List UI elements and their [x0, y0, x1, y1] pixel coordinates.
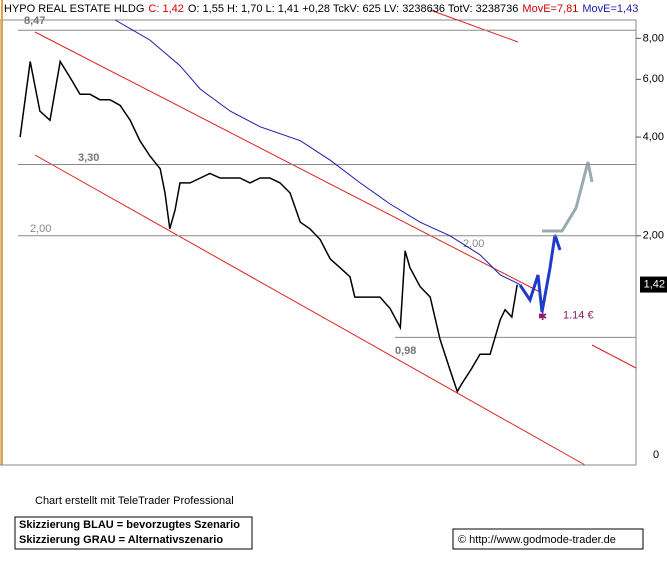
short-trend [429, 9, 519, 43]
header-item: MovE=7,81 [522, 3, 578, 15]
header-item: MovE=1,43 [582, 3, 638, 15]
target-point [539, 313, 543, 318]
channel-upper [34, 31, 541, 293]
plot-frame [0, 19, 637, 466]
channel-lower [34, 154, 586, 466]
price-line [19, 59, 518, 394]
y-bottom-label: 0 [653, 449, 659, 461]
copyright: © http://www.godmode-trader.de [458, 534, 616, 546]
legend-blue: Skizzierung BLAU = bevorzugtes Szenario [19, 519, 240, 531]
legend-box [14, 516, 253, 550]
header: HYPO REAL ESTATE HLDG C: 1,42 O: 1,55 H: 1… [4, 3, 638, 15]
last-price-label: 1,42 [644, 278, 665, 290]
level-label: 8,47 [24, 15, 45, 27]
level-label: 2,00 [30, 223, 51, 235]
level-label: 3,30 [78, 152, 99, 164]
level-label: 2,00 [463, 238, 484, 250]
level-label: 0,98 [395, 345, 416, 357]
blue-scenario [518, 234, 562, 313]
grey-scenario [542, 161, 594, 233]
target-label: 1.14 € [563, 310, 594, 322]
y-tick-label: 8,00 [643, 32, 664, 44]
header-item: O: 1,55 H: 1,70 L: 1,41 +0,28 TckV: 625 … [188, 3, 519, 15]
last-price-box [640, 276, 667, 293]
price-line [114, 19, 521, 286]
y-tick-label: 4,00 [643, 131, 664, 143]
header-item: C: 1,42 [148, 3, 183, 15]
y-tick-label: 2,00 [643, 230, 664, 242]
copyright-box [452, 528, 644, 550]
header-item: HYPO REAL ESTATE HLDG [4, 3, 144, 15]
y-tick-label: 6,00 [643, 73, 664, 85]
x-axis-band [0, 465, 667, 485]
legend-grey: Skizzierung GRAU = Alternativszenario [19, 534, 223, 546]
channel-upper-ext [591, 344, 637, 369]
credit: Chart erstellt mit TeleTrader Profession… [35, 495, 234, 507]
